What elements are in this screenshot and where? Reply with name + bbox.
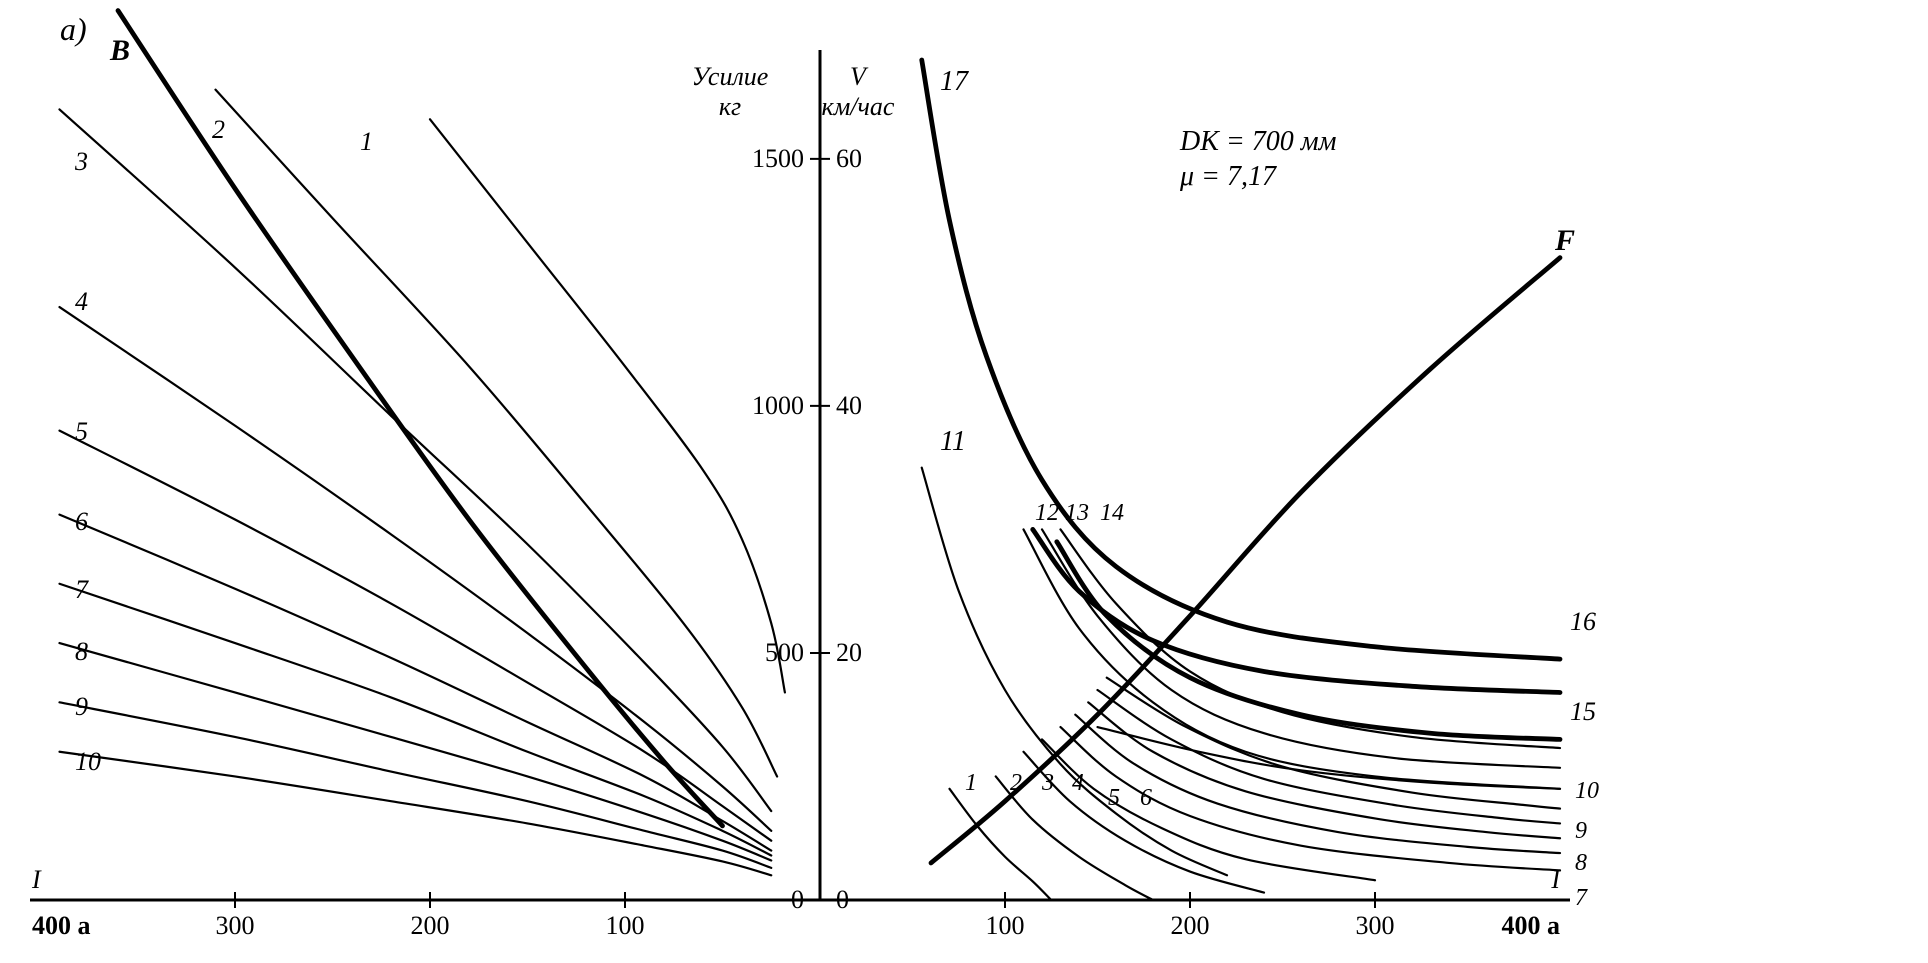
curve-11-label: 11 <box>940 426 966 457</box>
left-curve-10-label: 10 <box>75 747 101 776</box>
annotation-dk: DК = 700 мм <box>1179 126 1337 157</box>
right-curve-3 <box>1024 752 1265 893</box>
left-curve-2-label: 2 <box>212 115 225 144</box>
right-curve-12 <box>1024 529 1561 788</box>
right-curve-14-label: 14 <box>1100 500 1124 526</box>
left-curve-2 <box>216 90 778 777</box>
left-curve-8 <box>60 643 772 860</box>
right-curve-5-label: 5 <box>1108 785 1120 811</box>
left-curve-9-label: 9 <box>75 692 88 721</box>
y-left-tick-label: 1000 <box>752 391 804 420</box>
y-right-tick-label: 60 <box>836 144 862 173</box>
dual-characteristic-chart: 0 500 1000 1500 0 20 40 60 Усилиекг Vкм/час 100 200… <box>0 0 1928 963</box>
y-right-tick-label: 40 <box>836 391 862 420</box>
right-curve-9-label: 9 <box>1575 818 1587 844</box>
curve-B <box>118 11 723 826</box>
right-curve-1-label: 1 <box>965 770 977 796</box>
x-left-tick-label: 200 <box>411 911 450 940</box>
right-curve-12-label: 12 <box>1035 500 1059 526</box>
x-right-unit: 400 a <box>1502 911 1561 940</box>
left-curve-9 <box>60 702 772 868</box>
x-left-tick-label: 300 <box>216 911 255 940</box>
right-curve-10-label: 10 <box>1575 778 1599 804</box>
left-curve-8-label: 8 <box>75 637 88 666</box>
left-curve-5 <box>60 431 772 841</box>
right-curve-7-label: 7 <box>1575 885 1588 911</box>
right-curve-8 <box>1098 690 1561 823</box>
x-right-tick-label: 100 <box>986 911 1025 940</box>
y-right-title-2: км/час <box>822 92 895 121</box>
curve-15-label: 15 <box>1570 697 1596 726</box>
left-curve-4 <box>60 307 772 831</box>
curve-F-label: F <box>1554 224 1575 257</box>
right-curve-3-label: 3 <box>1041 770 1054 796</box>
curve-B-label: B <box>109 34 130 67</box>
y-left-title-1: Усилие <box>692 62 769 91</box>
curve-17-label: 17 <box>940 66 969 97</box>
curve-16-label: 16 <box>1570 607 1596 636</box>
left-curve-6-label: 6 <box>75 507 88 536</box>
left-curve-5-label: 5 <box>75 417 88 446</box>
y-left-tick-label: 1500 <box>752 144 804 173</box>
y-left-tick-label: 500 <box>765 638 804 667</box>
left-curve-3-label: 3 <box>74 147 88 176</box>
left-curve-1 <box>430 119 785 692</box>
x-right-tick-label: 300 <box>1356 911 1395 940</box>
right-curve-2-label: 2 <box>1010 770 1022 796</box>
right-curve-6-label: 6 <box>1140 785 1152 811</box>
x-left-tick-label: 100 <box>606 911 645 940</box>
x-left-I-label: I <box>31 865 42 894</box>
x-left-unit: 400 a <box>32 911 91 940</box>
left-curve-1-label: 1 <box>360 127 373 156</box>
y-right-tick-label: 0 <box>836 885 849 914</box>
y-right-title-1: V <box>850 62 869 91</box>
right-curve-4-label: 4 <box>1072 770 1084 796</box>
annotation-mu: μ = 7,17 <box>1179 161 1277 192</box>
left-curve-10 <box>60 752 772 876</box>
right-curve-13-label: 13 <box>1065 500 1089 526</box>
y-left-tick-label: 0 <box>791 885 804 914</box>
left-curve-7-label: 7 <box>75 575 89 604</box>
x-right-tick-label: 200 <box>1171 911 1210 940</box>
figure-label: a) <box>60 11 87 47</box>
left-curve-4-label: 4 <box>75 287 88 316</box>
y-right-tick-label: 20 <box>836 638 862 667</box>
right-curve-8-label: 8 <box>1575 850 1587 876</box>
y-left-title-2: кг <box>719 92 741 121</box>
left-curve-7 <box>60 584 772 856</box>
